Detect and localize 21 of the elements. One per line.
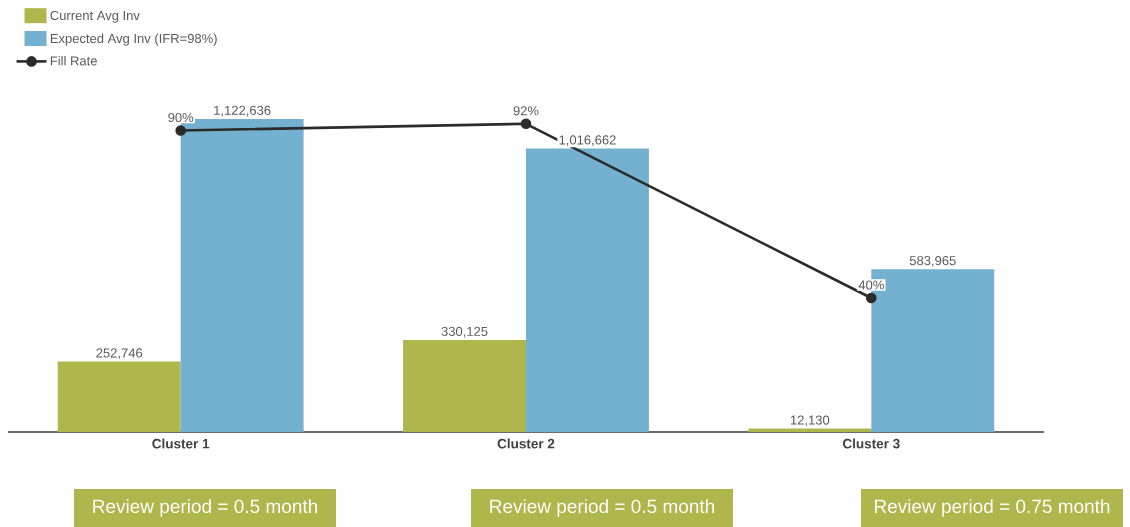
data-label: 90% [168,112,194,123]
data-label: 40% [858,280,884,290]
x-tick-label: Cluster 1 [152,438,210,449]
bar [57,361,181,432]
text: Review period = 0.5 month [93,499,317,517]
bar [525,148,649,432]
text: Review period = 0.5 month [490,499,714,517]
legend-label: Current Avg Inv [50,10,140,23]
data-label: 583,965 [909,255,956,267]
data-label: 1,122,636 [214,105,271,117]
data-label: 12,130 [790,415,830,427]
data-label: 1,016,662 [559,135,616,147]
x-tick-label: Cluster 3 [842,438,900,449]
data-label: 92% [513,106,539,116]
x-tick-label: Cluster 2 [497,438,555,449]
legend-label: Fill Rate [50,55,97,66]
text: Review period = 0.75 month [875,499,1110,517]
bar [403,339,526,432]
data-label: 252,746 [96,348,143,360]
legend-label: Expected Avg Inv (IFR=98%) [50,33,217,46]
data-label: 330,125 [441,326,488,338]
